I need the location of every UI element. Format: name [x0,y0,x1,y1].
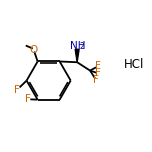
Text: F: F [25,94,31,104]
Text: F: F [95,61,101,71]
Polygon shape [75,49,79,62]
Text: F: F [95,68,101,78]
Text: 2: 2 [80,42,84,51]
Text: F: F [93,75,99,85]
Text: NH: NH [70,41,85,50]
Text: HCl: HCl [124,58,144,71]
Text: F: F [14,85,20,95]
Text: O: O [30,45,38,55]
